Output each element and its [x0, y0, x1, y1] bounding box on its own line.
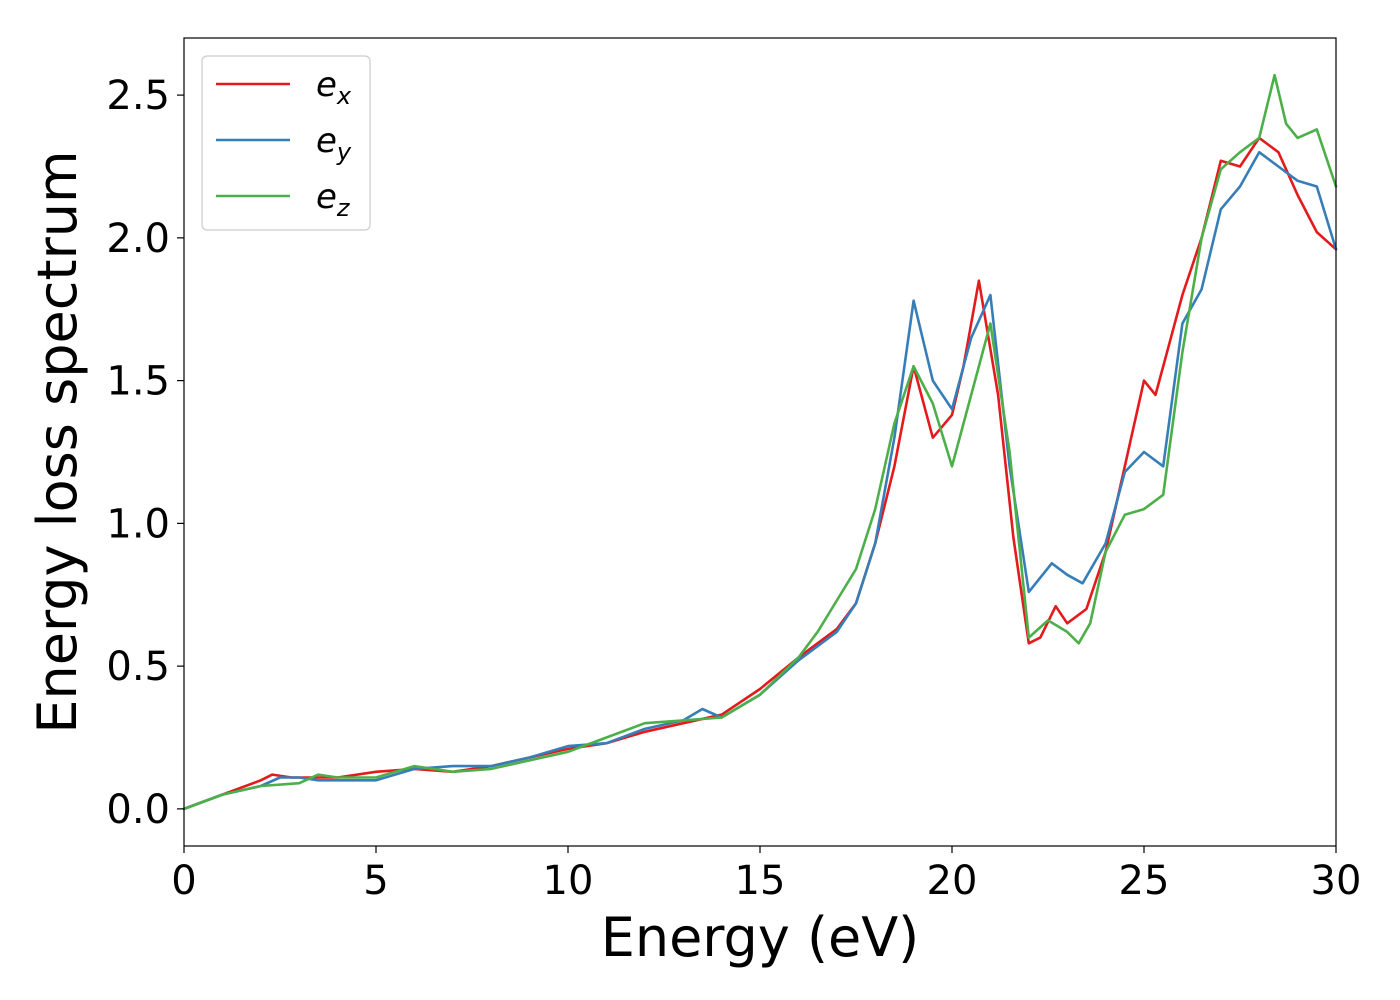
- x-tick-label: 20: [927, 858, 978, 904]
- plot-background: [184, 38, 1336, 846]
- y-tick-label: 0.0: [106, 787, 170, 833]
- y-tick-label: 1.0: [106, 501, 170, 547]
- x-tick-label: 0: [171, 858, 196, 904]
- series-line-z: [182, 73, 1338, 811]
- y-axis: 0.0 0.5 1.0 1.5 2.0 2.5: [106, 73, 184, 833]
- x-tick-label: 15: [735, 858, 786, 904]
- legend-label-x: ex: [316, 65, 352, 110]
- legend-box: [201, 55, 371, 231]
- x-tick-label: 10: [543, 858, 594, 904]
- legend-label-y: ey: [316, 121, 352, 166]
- x-axis-title: Energy (eV): [601, 906, 920, 969]
- x-tick-label: 30: [1311, 858, 1362, 904]
- x-tick-label: 25: [1119, 858, 1170, 904]
- legend-label-z: ez: [316, 177, 351, 222]
- y-tick-label: 2.5: [106, 73, 170, 119]
- y-tick-label: 2.0: [106, 216, 170, 262]
- x-axis: 0 5 10 15 20 25 30: [171, 846, 1361, 904]
- legend: ex ey ez: [201, 55, 371, 231]
- y-tick-label: 1.5: [106, 359, 170, 405]
- series-layer: [182, 73, 1338, 811]
- x-tick-label: 5: [363, 858, 388, 904]
- y-tick-label: 0.5: [106, 644, 170, 690]
- y-axis-title: Energy loss spectrum: [26, 150, 89, 733]
